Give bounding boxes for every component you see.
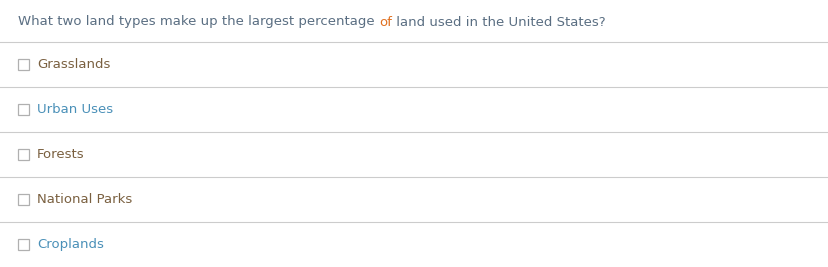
Bar — [18, 239, 29, 250]
Bar — [18, 104, 29, 115]
Text: Forests: Forests — [37, 148, 84, 161]
Text: What two land types make up the largest percentage: What two land types make up the largest … — [18, 15, 378, 29]
Text: Urban Uses: Urban Uses — [37, 103, 113, 116]
Text: Grasslands: Grasslands — [37, 58, 110, 71]
Text: Croplands: Croplands — [37, 238, 104, 251]
Text: of: of — [378, 15, 392, 29]
Text: National Parks: National Parks — [37, 193, 132, 206]
Bar — [18, 194, 29, 205]
Bar — [18, 59, 29, 70]
Bar — [18, 149, 29, 160]
Text: land used in the United States?: land used in the United States? — [392, 15, 604, 29]
